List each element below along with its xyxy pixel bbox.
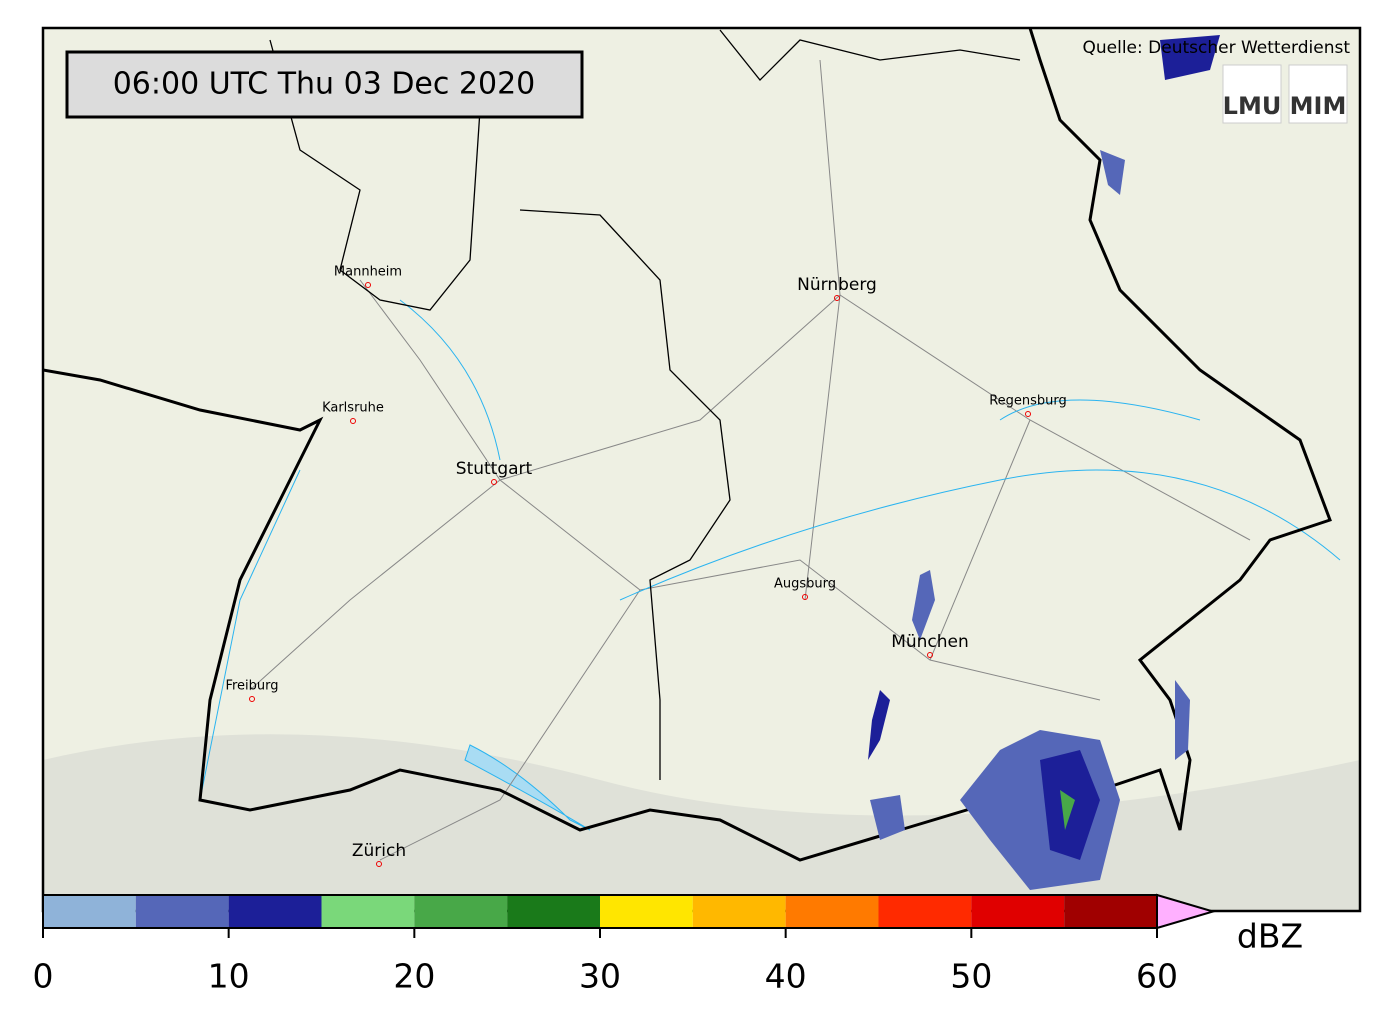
colorbar-tick-label: 10 (208, 957, 250, 996)
city-label: München (891, 632, 969, 652)
colorbar-segment (414, 895, 508, 928)
city-marker (249, 696, 255, 702)
city-marker (376, 861, 382, 867)
city-label: Augsburg (774, 577, 836, 592)
colorbar-tick-label: 20 (393, 957, 435, 996)
colorbar-tick-label: 0 (33, 957, 54, 996)
colorbar-segment (692, 895, 786, 928)
city-marker (1025, 411, 1031, 417)
city-label: Karlsruhe (322, 401, 384, 416)
city-label: Zürich (352, 841, 406, 861)
colorbar-segment (228, 895, 322, 928)
city-label: Mannheim (334, 265, 402, 280)
colorbar-segment (785, 895, 879, 928)
colorbar-segment (507, 895, 600, 928)
city-marker (350, 418, 356, 424)
city-marker (927, 652, 933, 658)
city-marker (365, 282, 371, 288)
radar-echoes (868, 35, 1220, 890)
logo-box (1222, 64, 1282, 124)
city-labels: Mannheim Nürnberg Karlsruhe Regensburg Stutt… (225, 265, 1067, 867)
rivers (199, 299, 1341, 801)
logo-box (1288, 64, 1348, 124)
colorbar-segment (600, 895, 693, 928)
colorbar-label: dBZ (1237, 917, 1303, 956)
map-layers: Mannheim Nürnberg Karlsruhe Regensburg Stutt… (43, 28, 1360, 911)
logo: LMU (1223, 92, 1282, 120)
logo: MIM (1290, 92, 1347, 120)
colorbar-segment (878, 895, 972, 928)
colorbar-tick-label: 60 (1136, 957, 1178, 996)
source-credit: Quelle: Deutscher Wetterdienst (1083, 38, 1351, 58)
colorbar-segment (43, 895, 136, 928)
city-label: Nürnberg (797, 275, 877, 295)
colorbar-segment (135, 895, 229, 928)
city-label: Stuttgart (456, 459, 533, 479)
city-label: Freiburg (225, 679, 278, 694)
colorbar-segment (971, 895, 1065, 928)
city-label: Regensburg (989, 394, 1067, 409)
colorbar-tick-label: 40 (765, 957, 807, 996)
national-borders (43, 28, 1332, 862)
colorbar-tick-label: 50 (950, 957, 992, 996)
city-marker (834, 295, 840, 301)
roads (249, 59, 1251, 861)
timestamp: 06:00 UTC Thu 03 Dec 2020 (113, 67, 536, 102)
colorbar-segment (1064, 895, 1157, 928)
colorbar-segment (321, 895, 415, 928)
borders (269, 29, 1021, 780)
colorbar-tick-label: 30 (579, 957, 621, 996)
timestamp-box (65, 50, 584, 119)
colorbar: 0 10 20 30 40 50 60 dBZ (33, 893, 1303, 996)
lake (464, 744, 591, 831)
city-marker (802, 594, 808, 600)
city-marker (491, 479, 497, 485)
